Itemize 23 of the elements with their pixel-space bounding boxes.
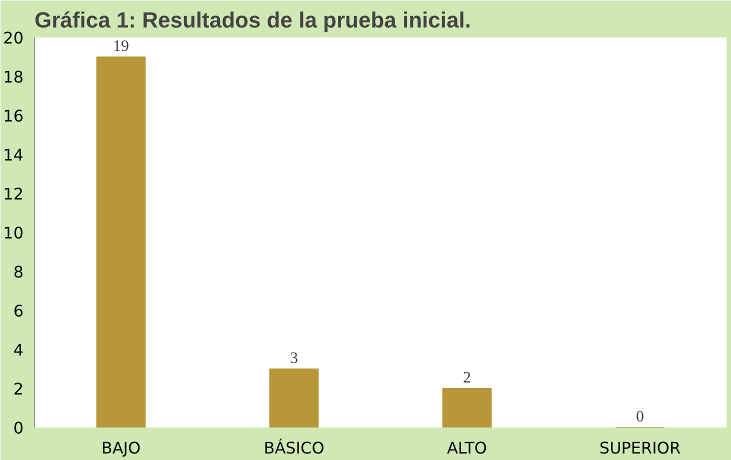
chart-title: Gráfica 1: Resultados de la prueba inicial. [34, 8, 471, 32]
x-tick-label: BÁSICO [264, 438, 324, 458]
data-label: 3 [290, 350, 298, 367]
y-tick-label: 14 [3, 146, 24, 164]
x-tick-label: ALTO [446, 438, 488, 458]
y-tick-label: 8 [13, 262, 24, 282]
y-tick-label: 4 [13, 340, 24, 360]
y-tick-label: 10 [3, 224, 24, 242]
y-tick-label: 20 [3, 28, 24, 48]
bar [269, 368, 319, 428]
y-tick-label: 16 [3, 106, 24, 126]
data-label: 19 [113, 38, 129, 55]
bar [96, 56, 146, 428]
bar [442, 388, 492, 428]
data-label: 0 [636, 408, 644, 426]
y-tick-label: 0 [13, 418, 24, 438]
x-tick-label: BAJO [101, 438, 141, 458]
y-tick-label: 12 [3, 184, 24, 204]
data-label: 2 [463, 370, 471, 386]
y-tick-label: 18 [3, 68, 24, 86]
y-tick-label: 2 [13, 380, 24, 398]
y-tick-label: 6 [13, 302, 24, 320]
x-tick-label: SUPERIOR [599, 438, 681, 458]
